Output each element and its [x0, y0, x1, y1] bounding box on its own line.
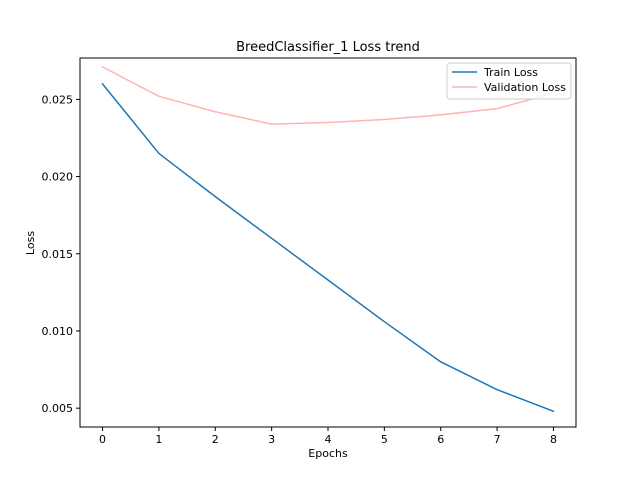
- y-tick-label: 0.005: [42, 402, 74, 415]
- y-tick-label: 0.025: [42, 93, 74, 106]
- x-tick-label: 1: [155, 433, 162, 446]
- x-axis-ticks: 0 1 2 3 4 5 6 7 8: [99, 427, 557, 446]
- x-tick-label: 3: [268, 433, 275, 446]
- series-line-validation-loss: [101, 65, 555, 125]
- x-axis-label: Epochs: [308, 447, 348, 460]
- x-tick-label: 8: [550, 433, 557, 446]
- x-tick-label: 2: [212, 433, 219, 446]
- legend: Train Loss Validation Loss: [446, 62, 572, 100]
- legend-label-validation: Validation Loss: [484, 81, 566, 94]
- y-axis-label: Loss: [24, 231, 37, 255]
- x-tick-label: 0: [99, 433, 106, 446]
- x-tick-label: 4: [325, 433, 332, 446]
- chart-title: BreedClassifier_1 Loss trend: [236, 40, 420, 55]
- y-tick-label: 0.020: [42, 171, 74, 184]
- y-tick-label: 0.010: [42, 325, 74, 338]
- plot-area: [80, 58, 576, 427]
- series-lines: [101, 65, 555, 413]
- plot-frame: [79, 57, 577, 428]
- y-tick-label: 0.015: [42, 248, 74, 261]
- y-axis-ticks: 0.005 0.010 0.015 0.020 0.025: [42, 93, 80, 415]
- x-tick-label: 5: [381, 433, 388, 446]
- legend-label-train: Train Loss: [483, 66, 538, 79]
- series-line-train-loss: [101, 82, 555, 413]
- x-tick-label: 6: [437, 433, 444, 446]
- legend-box: [446, 62, 572, 100]
- x-tick-label: 7: [494, 433, 501, 446]
